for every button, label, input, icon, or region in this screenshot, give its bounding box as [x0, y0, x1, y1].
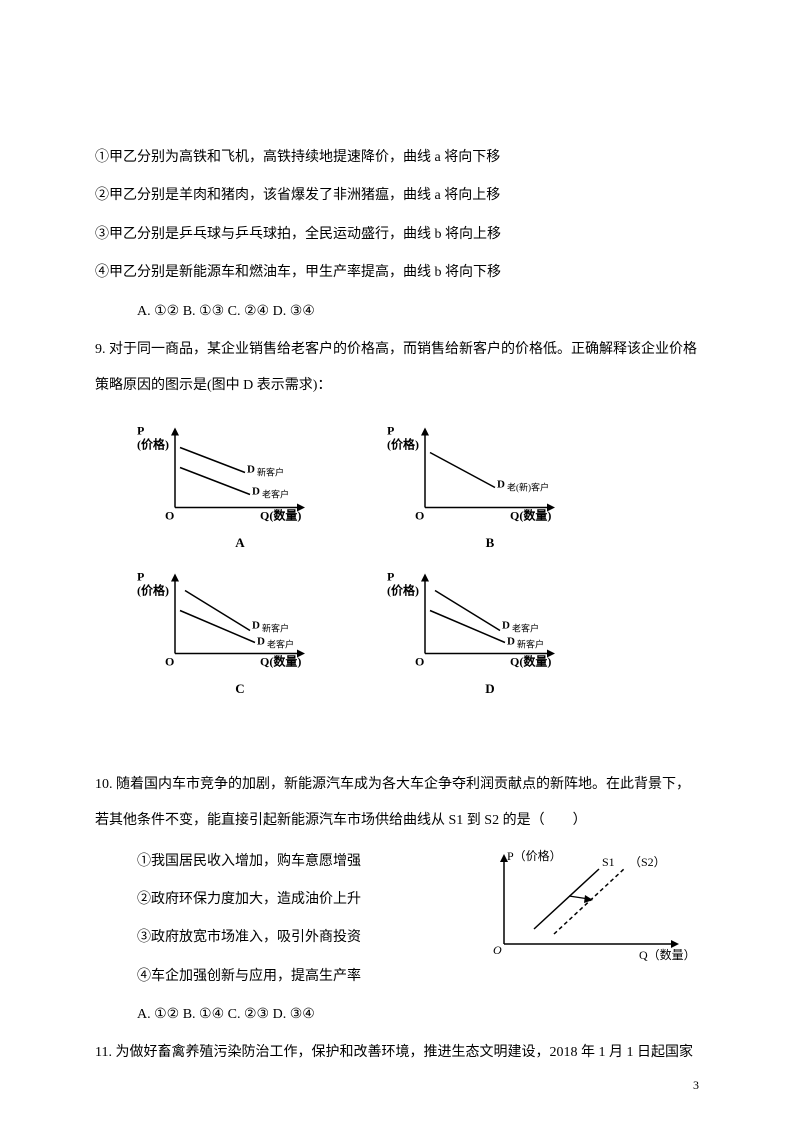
chart-c-label: C [155, 681, 325, 697]
svg-text:老客户: 老客户 [512, 622, 539, 633]
svg-text:S1: S1 [602, 855, 615, 869]
svg-text:O: O [165, 654, 174, 668]
svg-text:D: D [257, 635, 265, 647]
svg-text:P: P [387, 423, 394, 437]
svg-text:(价格): (价格) [137, 436, 169, 451]
chart-c: P (价格) O Q(数量) D 新客户 D 老客户 [135, 561, 325, 681]
svg-text:P: P [137, 569, 144, 583]
svg-text:老(新)客户: 老(新)客户 [507, 481, 549, 492]
chart-b-container: P (价格) O Q(数量) D 老(新)客户 B [385, 415, 575, 551]
svg-text:P: P [387, 569, 394, 583]
svg-text:新客户: 新客户 [262, 622, 289, 633]
q10-opt-2: ②政府环保力度加大，造成油价上升 [95, 882, 439, 918]
statement-4: ④甲乙分别是新能源车和燃油车，甲生产率提高，曲线 b 将向下移 [95, 255, 699, 291]
svg-text:P: P [137, 423, 144, 437]
svg-text:D: D [502, 619, 510, 631]
svg-text:Q(数量): Q(数量) [510, 507, 551, 522]
svg-text:Q(数量): Q(数量) [260, 653, 301, 668]
q10-opt-1: ①我国居民收入增加，购车意愿增强 [95, 844, 439, 880]
svg-text:O: O [165, 508, 174, 522]
svg-text:D: D [252, 485, 260, 497]
svg-text:Q(数量): Q(数量) [510, 653, 551, 668]
chart-b-label: B [405, 535, 575, 551]
svg-text:D: D [507, 635, 515, 647]
svg-text:(价格): (价格) [387, 436, 419, 451]
q10-intro: 10. 随着国内车市竞争的加剧，新能源汽车成为各大车企争夺利润贡献点的新阵地。在… [95, 767, 699, 840]
svg-text:新客户: 新客户 [517, 638, 544, 649]
chart-d: P (价格) O Q(数量) D 老客户 D 新客户 [385, 561, 575, 681]
statement-2: ②甲乙分别是羊肉和猪肉，该省爆发了非洲猪瘟，曲线 a 将向上移 [95, 178, 699, 214]
svg-text:(价格): (价格) [387, 582, 419, 597]
q9-text: 9. 对于同一商品，某企业销售给老客户的价格高，而销售给新客户的价格低。正确解释… [95, 332, 699, 405]
svg-text:D: D [497, 478, 505, 490]
svg-text:新客户: 新客户 [257, 466, 284, 477]
chart-b: P (价格) O Q(数量) D 老(新)客户 [385, 415, 575, 535]
q8-options: A. ①② B. ①③ C. ②④ D. ③④ [95, 294, 699, 330]
svg-text:O: O [415, 654, 424, 668]
chart-d-container: P (价格) O Q(数量) D 老客户 D 新客户 D [385, 561, 575, 697]
page-number: 3 [693, 1078, 699, 1093]
chart-row-1: P (价格) O Q(数量) D 新客户 D 老客户 A [135, 415, 699, 551]
svg-text:P（价格）: P（价格） [507, 848, 562, 863]
q10-opt-3: ③政府放宽市场准入，吸引外商投资 [95, 920, 439, 956]
svg-text:老客户: 老客户 [267, 638, 294, 649]
svg-text:O: O [415, 508, 424, 522]
statement-3: ③甲乙分别是乒乓球与乒乓球拍，全民运动盛行，曲线 b 将向上移 [95, 217, 699, 253]
q11-text: 11. 为做好畜禽养殖污染防治工作，保护和改善环境，推进生态文明建设，2018 … [95, 1035, 699, 1071]
chart-a-label: A [155, 535, 325, 551]
chart-d-label: D [405, 681, 575, 697]
q10-opt-4: ④车企加强创新与应用，提高生产率 [95, 959, 439, 995]
svg-text:Q(数量): Q(数量) [260, 507, 301, 522]
svg-text:（S2）: （S2） [629, 855, 666, 869]
statement-1: ①甲乙分别为高铁和飞机，高铁持续地提速降价，曲线 a 将向下移 [95, 140, 699, 176]
svg-text:Q（数量）: Q（数量） [639, 947, 696, 962]
chart-c-container: P (价格) O Q(数量) D 新客户 D 老客户 C [135, 561, 325, 697]
q10-body: ①我国居民收入增加，购车意愿增强 ②政府环保力度加大，造成油价上升 ③政府放宽市… [95, 844, 699, 1036]
chart-a: P (价格) O Q(数量) D 新客户 D 老客户 [135, 415, 325, 535]
svg-text:老客户: 老客户 [262, 488, 289, 499]
chart-a-container: P (价格) O Q(数量) D 新客户 D 老客户 A [135, 415, 325, 551]
svg-text:(价格): (价格) [137, 582, 169, 597]
q10-supply-chart: P（价格） O Q（数量） S1 （S2） [479, 844, 699, 974]
svg-text:O: O [493, 943, 502, 957]
svg-text:D: D [247, 463, 255, 475]
svg-text:D: D [252, 619, 260, 631]
q10-answers: A. ①② B. ①④ C. ②③ D. ③④ [95, 997, 439, 1033]
chart-row-2: P (价格) O Q(数量) D 新客户 D 老客户 C [135, 561, 699, 697]
